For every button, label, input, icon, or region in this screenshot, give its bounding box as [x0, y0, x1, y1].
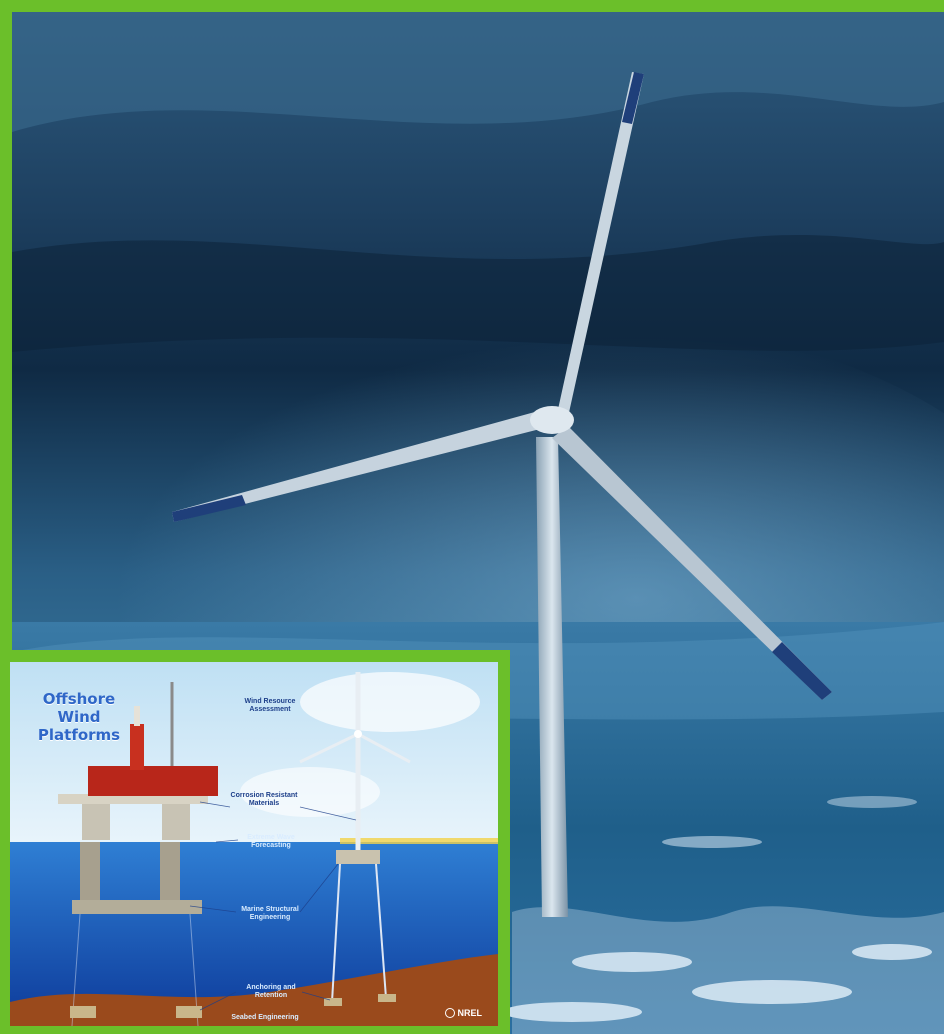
label-wind-resource: Wind Resource Assessment — [244, 698, 296, 713]
turbine-hub — [530, 406, 574, 434]
label-corrosion: Corrosion Resistant Materials — [230, 792, 298, 807]
inset-title-line-2: Wind — [57, 708, 101, 726]
label-extreme-wave: Extreme Wave Forecasting — [247, 834, 295, 849]
label-seabed: Seabed Engineering — [231, 1014, 299, 1021]
label-marine-structural: Marine Structural Engineering — [241, 906, 299, 921]
platform-diagram — [10, 662, 498, 1026]
offshore-wind-turbine-photo — [12, 12, 944, 1034]
nrel-logo-icon — [444, 1008, 455, 1018]
nrel-logo: NREL — [444, 1008, 483, 1018]
turbine-blade-left — [172, 410, 544, 522]
turbine-blade-right — [552, 426, 832, 700]
offshore-wind-platforms-inset: Offshore Wind Platforms Wind Resource As… — [0, 650, 510, 1034]
storm-scene — [12, 12, 944, 1034]
platform-deck — [88, 766, 218, 796]
seabed — [10, 954, 498, 1026]
nrel-logo-text: NREL — [457, 1008, 483, 1018]
turbine-tower — [536, 437, 568, 917]
label-anchoring: Anchoring and Retention — [246, 984, 296, 999]
inset-title-line-3: Platforms — [37, 726, 121, 744]
turbine-blade-up — [557, 72, 644, 417]
inset-title: Offshore Wind Platforms — [24, 690, 134, 744]
inset-title-line-1: Offshore — [42, 690, 116, 708]
